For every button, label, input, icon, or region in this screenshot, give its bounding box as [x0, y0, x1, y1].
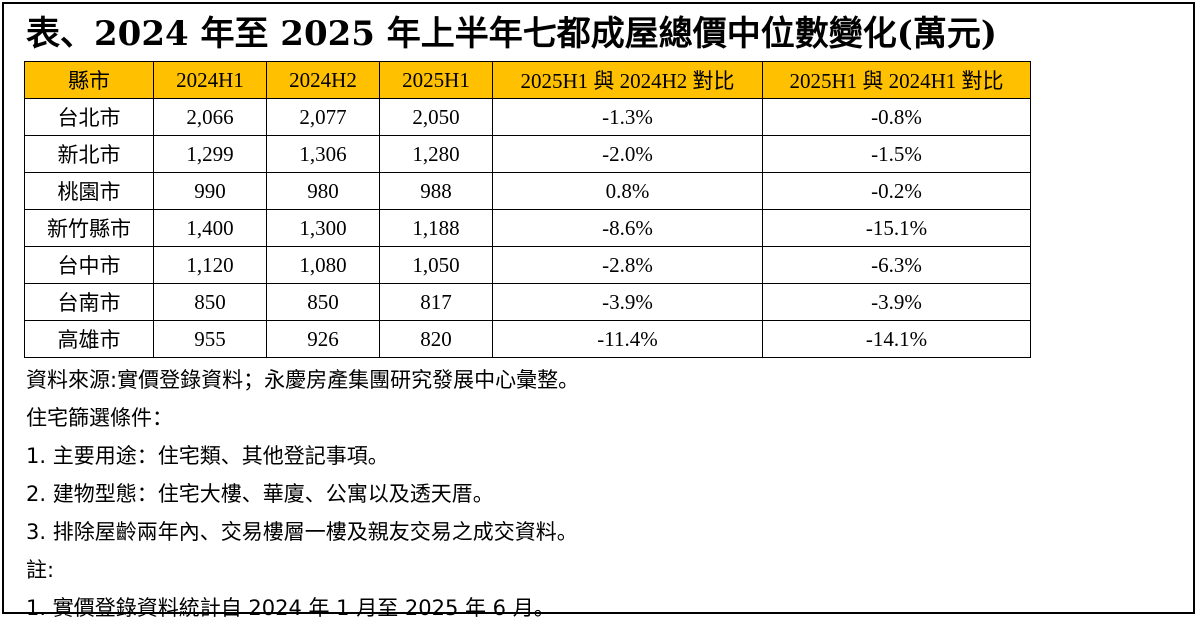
cell-vs-2024h2: -2.8%	[492, 246, 763, 284]
cell-vs-2024h2: -1.3%	[492, 98, 763, 136]
filter-item: 1. 主要用途：住宅類、其他登記事項。	[26, 444, 389, 468]
cell-city: 新北市	[24, 135, 154, 173]
filter-item: 3. 排除屋齡兩年內、交易樓層一樓及親友交易之成交資料。	[26, 520, 578, 544]
table-row: 新竹縣市 1,400 1,300 1,188 -8.6% -15.1%	[24, 209, 1031, 247]
cell-2025h1: 2,050	[379, 98, 493, 136]
table-row: 高雄市 955 926 820 -11.4% -14.1%	[24, 320, 1031, 358]
cell-2025h1: 1,188	[379, 209, 493, 247]
remark-item: 1. 實價登錄資料統計自 2024 年 1 月至 2025 年 6 月。	[26, 596, 555, 620]
source-note: 資料來源:實價登錄資料；永慶房產集團研究發展中心彙整。	[26, 368, 580, 392]
cell-2025h1: 988	[379, 172, 493, 210]
cell-2025h1: 1,280	[379, 135, 493, 173]
table-row: 桃園市 990 980 988 0.8% -0.2%	[24, 172, 1031, 210]
cell-2024h1: 2,066	[153, 98, 267, 136]
filter-item: 2. 建物型態：住宅大樓、華廈、公寓以及透天厝。	[26, 482, 494, 506]
table-title: 表、2024 年至 2025 年上半年七都成屋總價中位數變化(萬元)	[26, 14, 997, 54]
table-row: 台中市 1,120 1,080 1,050 -2.8% -6.3%	[24, 246, 1031, 284]
header-vs-2024h2: 2025H1 與 2024H2 對比	[492, 61, 763, 99]
cell-2024h1: 1,120	[153, 246, 267, 284]
cell-2025h1: 820	[379, 320, 493, 358]
table-row: 台南市 850 850 817 -3.9% -3.9%	[24, 283, 1031, 321]
filter-heading: 住宅篩選條件：	[26, 406, 173, 430]
cell-vs-2024h1: -6.3%	[762, 246, 1031, 284]
cell-city: 新竹縣市	[24, 209, 154, 247]
cell-vs-2024h1: -0.8%	[762, 98, 1031, 136]
cell-2025h1: 817	[379, 283, 493, 321]
cell-2024h2: 850	[266, 283, 380, 321]
header-vs-2024h1: 2025H1 與 2024H1 對比	[762, 61, 1031, 99]
cell-2024h2: 1,080	[266, 246, 380, 284]
cell-vs-2024h2: 0.8%	[492, 172, 763, 210]
table-header-row: 縣市 2024H1 2024H2 2025H1 2025H1 與 2024H2 …	[24, 61, 1031, 99]
header-2025h1: 2025H1	[379, 61, 493, 99]
cell-vs-2024h2: -11.4%	[492, 320, 763, 358]
cell-2024h1: 990	[153, 172, 267, 210]
cell-city: 高雄市	[24, 320, 154, 358]
table-row: 新北市 1,299 1,306 1,280 -2.0% -1.5%	[24, 135, 1031, 173]
header-city: 縣市	[24, 61, 154, 99]
cell-2024h1: 1,299	[153, 135, 267, 173]
price-table: 縣市 2024H1 2024H2 2025H1 2025H1 與 2024H2 …	[24, 61, 1031, 358]
cell-city: 桃園市	[24, 172, 154, 210]
cell-city: 台中市	[24, 246, 154, 284]
table-row: 台北市 2,066 2,077 2,050 -1.3% -0.8%	[24, 98, 1031, 136]
header-2024h1: 2024H1	[153, 61, 267, 99]
cell-2024h2: 1,300	[266, 209, 380, 247]
remark-heading: 註:	[26, 558, 55, 582]
figure-frame: 表、2024 年至 2025 年上半年七都成屋總價中位數變化(萬元) 縣市 20…	[2, 2, 1195, 620]
cell-vs-2024h2: -8.6%	[492, 209, 763, 247]
cell-vs-2024h1: -1.5%	[762, 135, 1031, 173]
cell-2024h2: 1,306	[266, 135, 380, 173]
cell-2024h2: 2,077	[266, 98, 380, 136]
cell-vs-2024h2: -3.9%	[492, 283, 763, 321]
cell-vs-2024h1: -15.1%	[762, 209, 1031, 247]
header-2024h2: 2024H2	[266, 61, 380, 99]
cell-vs-2024h1: -0.2%	[762, 172, 1031, 210]
cell-city: 台北市	[24, 98, 154, 136]
cell-vs-2024h1: -3.9%	[762, 283, 1031, 321]
notes-section: 資料來源:實價登錄資料；永慶房產集團研究發展中心彙整。 住宅篩選條件： 1. 主…	[26, 361, 579, 627]
cell-vs-2024h2: -2.0%	[492, 135, 763, 173]
cell-2025h1: 1,050	[379, 246, 493, 284]
cell-2024h2: 926	[266, 320, 380, 358]
cell-2024h2: 980	[266, 172, 380, 210]
cell-city: 台南市	[24, 283, 154, 321]
cell-vs-2024h1: -14.1%	[762, 320, 1031, 358]
cell-2024h1: 1,400	[153, 209, 267, 247]
cell-2024h1: 850	[153, 283, 267, 321]
cell-2024h1: 955	[153, 320, 267, 358]
